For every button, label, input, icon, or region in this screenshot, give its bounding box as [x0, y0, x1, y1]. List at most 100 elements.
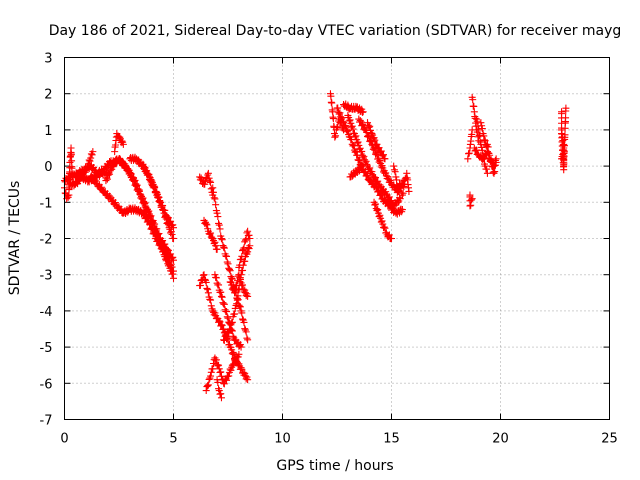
data-point [202, 387, 210, 395]
data-point [221, 306, 229, 314]
data-point [483, 142, 491, 150]
data-point [226, 267, 234, 275]
data-point [241, 325, 249, 333]
y-tick-label: -5 [40, 341, 53, 356]
data-point [372, 174, 380, 182]
data-point [154, 231, 162, 239]
data-point [202, 278, 210, 286]
data-point [155, 193, 163, 201]
data-point [241, 236, 249, 244]
data-point [225, 319, 233, 327]
y-tick-label: -7 [40, 414, 53, 429]
data-point [199, 271, 207, 279]
data-point [220, 325, 228, 333]
data-point [238, 309, 246, 317]
data-point [477, 119, 485, 127]
data-point [209, 184, 217, 192]
data-point [473, 146, 481, 154]
data-point [481, 137, 489, 145]
x-tick-label: 5 [169, 432, 177, 447]
data-point [228, 350, 236, 358]
data-point [233, 296, 241, 304]
data-point [344, 127, 352, 135]
data-point [483, 151, 491, 159]
data-point [368, 168, 376, 176]
data-point [224, 314, 232, 322]
data-point [149, 219, 157, 227]
data-point [376, 211, 384, 219]
data-point [156, 242, 164, 250]
data-point [358, 120, 366, 128]
data-point [360, 152, 368, 160]
data-point [488, 162, 496, 170]
data-point [204, 382, 212, 390]
data-point [131, 181, 139, 189]
y-axis-label: SDTVAR / TECUs [7, 181, 23, 296]
data-point [220, 380, 228, 388]
data-point [217, 292, 225, 300]
data-point [144, 208, 152, 216]
data-point [390, 162, 398, 170]
data-point [396, 195, 404, 203]
data-point [153, 189, 161, 197]
data-point [338, 114, 346, 122]
data-point [139, 160, 147, 168]
x-tick-label: 0 [60, 432, 68, 447]
data-point [380, 151, 388, 159]
data-point [129, 176, 137, 184]
x-tick-label: 10 [274, 432, 291, 447]
data-point [212, 242, 220, 250]
data-point [213, 209, 221, 217]
data-point [241, 326, 249, 334]
data-point [361, 156, 369, 164]
data-point [481, 136, 489, 144]
data-point [217, 390, 225, 398]
data-point [203, 383, 211, 391]
data-point [388, 235, 395, 242]
data-point [365, 123, 373, 131]
data-point [477, 140, 485, 148]
data-point [116, 133, 124, 141]
data-point [562, 114, 570, 122]
data-point [466, 202, 474, 210]
data-point [398, 206, 406, 214]
data-point [220, 336, 228, 344]
data-point [170, 224, 177, 232]
data-point [393, 176, 401, 184]
data-point [487, 157, 495, 165]
data-point [137, 194, 145, 202]
data-point [562, 104, 570, 112]
y-tick-label: -3 [40, 269, 53, 284]
data-point [377, 147, 385, 155]
data-point [342, 122, 350, 130]
data-point [473, 117, 481, 125]
y-tick-label: 2 [44, 88, 52, 103]
data-point [378, 217, 386, 225]
data-point [244, 292, 252, 300]
data-point [220, 300, 228, 308]
data-point [217, 368, 225, 376]
data-point [145, 212, 153, 220]
data-point [478, 125, 486, 133]
data-point [145, 171, 153, 179]
data-point [205, 174, 213, 182]
data-point [242, 249, 250, 257]
x-tick-label: 20 [492, 432, 509, 447]
data-point [86, 157, 94, 165]
data-point [231, 289, 239, 297]
data-point [220, 244, 228, 252]
data-point [244, 248, 252, 256]
y-tick-label: 1 [44, 124, 52, 139]
data-point [483, 169, 491, 177]
data-point [225, 265, 233, 273]
data-point [372, 200, 380, 208]
data-point [213, 245, 221, 253]
data-point [215, 387, 223, 395]
data-point [220, 336, 228, 344]
data-point [63, 192, 71, 200]
data-point [154, 194, 162, 202]
data-point [161, 206, 169, 214]
data-point [84, 163, 92, 171]
data-point [490, 169, 498, 177]
data-point [334, 123, 342, 131]
